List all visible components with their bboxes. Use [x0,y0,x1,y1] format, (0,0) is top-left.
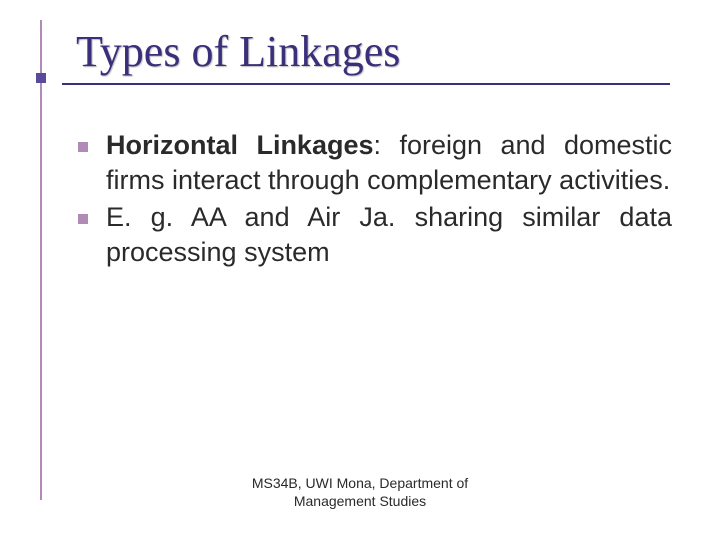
bullet-icon [78,214,88,224]
bullet-lead-bold: Horizontal Linkages [106,130,374,160]
footer-line-2: Management Studies [0,493,720,511]
bullet-text: Horizontal Linkages: foreign and domesti… [106,128,672,198]
list-item: Horizontal Linkages: foreign and domesti… [78,128,672,198]
slide: Types of Linkages Horizontal Linkages: f… [0,0,720,540]
footer: MS34B, UWI Mona, Department of Managemen… [0,475,720,510]
accent-notch [36,73,46,83]
bullet-icon [78,142,88,152]
slide-title: Types of Linkages [62,26,690,77]
title-block: Types of Linkages [62,26,690,85]
body-content: Horizontal Linkages: foreign and domesti… [78,128,672,272]
accent-vertical-line [40,20,42,500]
bullet-rest: E. g. AA and Air Ja. sharing similar dat… [106,202,672,267]
title-underline [62,83,670,85]
footer-line-1: MS34B, UWI Mona, Department of [0,475,720,493]
bullet-text: E. g. AA and Air Ja. sharing similar dat… [106,200,672,270]
list-item: E. g. AA and Air Ja. sharing similar dat… [78,200,672,270]
